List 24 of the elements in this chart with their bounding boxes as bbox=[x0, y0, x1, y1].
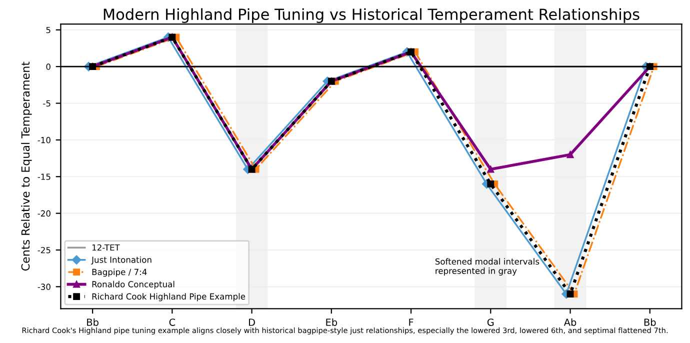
annotation: Softened modal intervals represented in gray bbox=[435, 258, 540, 276]
legend-label: Just Intonation bbox=[91, 256, 152, 264]
x-tick-label: D bbox=[249, 318, 255, 326]
y-tick-label: -30 bbox=[38, 284, 50, 290]
x-tick-label: Bb bbox=[644, 318, 656, 326]
legend-label: Richard Cook Highland Pipe Example bbox=[92, 293, 246, 302]
y-tick-label: 0 bbox=[46, 64, 50, 70]
x-tick-label: Ab bbox=[564, 318, 576, 326]
y-tick-label: -5 bbox=[43, 100, 50, 107]
legend-label: Ronaldo Conceptual bbox=[92, 280, 174, 289]
y-tick-label: -25 bbox=[38, 246, 50, 254]
x-tick-label: Eb bbox=[326, 318, 338, 326]
x-tick-label: F bbox=[409, 318, 414, 326]
x-tick-label: Bb bbox=[87, 318, 98, 326]
y-tick-label: -20 bbox=[38, 210, 50, 217]
y-axis-title: Cents Relative to Equal Temperament bbox=[21, 62, 32, 271]
legend-label: Bagpipe / 7:4 bbox=[92, 268, 147, 277]
legend-label: 12-TET bbox=[92, 244, 120, 251]
x-tick-label: C bbox=[169, 318, 176, 326]
chart-title: Modern Highland Pipe Tuning vs Historical Temperament Relationships bbox=[104, 8, 640, 24]
x-tick-label: G bbox=[487, 318, 494, 326]
y-tick-label: 5 bbox=[46, 26, 50, 34]
y-tick-label: -10 bbox=[38, 136, 50, 144]
y-tick-label: -15 bbox=[38, 174, 50, 180]
